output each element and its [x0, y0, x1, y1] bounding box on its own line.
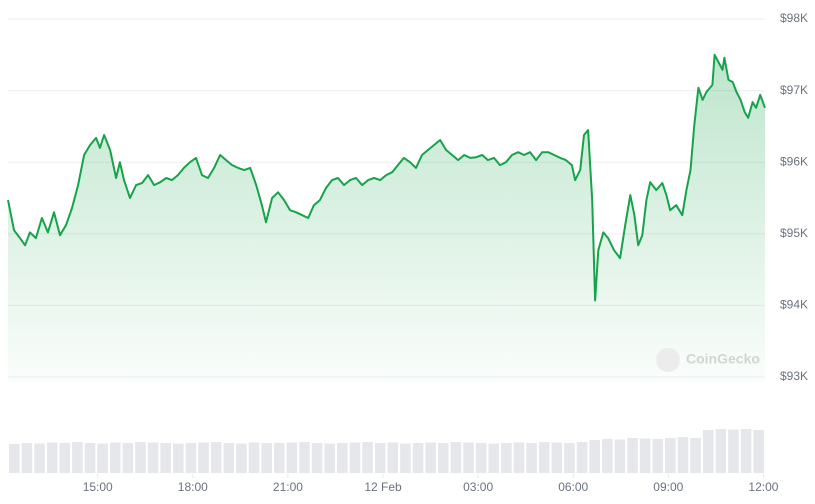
volume-bar	[614, 439, 626, 473]
volume-bar	[715, 429, 727, 473]
volume-bar	[122, 443, 134, 473]
x-tick-label: 18:00	[178, 480, 208, 494]
volume-bar	[728, 429, 739, 473]
volume-bar	[652, 439, 664, 473]
x-tick-label: 06:00	[558, 480, 588, 494]
plot	[7, 53, 766, 384]
volume-bar	[185, 443, 197, 473]
volume-bar	[538, 442, 550, 473]
volume-bar	[564, 443, 575, 473]
x-tick-label: 09:00	[653, 480, 683, 494]
volume-bar	[147, 442, 159, 473]
volume-bar	[84, 443, 96, 473]
y-tick-label: $93K	[780, 369, 808, 383]
volume-bar	[46, 442, 58, 473]
volume-bar	[753, 430, 764, 473]
volume-bar	[639, 438, 651, 473]
volume-bar	[374, 443, 386, 473]
price-line	[7, 53, 766, 302]
volume-bar	[198, 442, 209, 473]
volume-bar	[34, 443, 45, 473]
y-tick-label: $96K	[780, 154, 808, 168]
volume-bar	[311, 443, 323, 473]
volume-bar	[702, 430, 714, 473]
volume-bar	[109, 442, 121, 473]
volume-bar	[261, 443, 272, 473]
volume-bar	[513, 442, 525, 473]
axes: $93K $94K $95K $96K $97K $98K 15:00 18:00 21:00 1…	[83, 11, 808, 494]
volume-bar	[665, 438, 676, 473]
volume-bar	[677, 437, 689, 473]
volume-bar	[21, 443, 33, 473]
volume-bar	[349, 442, 361, 473]
volume-bar	[299, 442, 310, 473]
x-tick-label: 03:00	[463, 480, 493, 494]
volume-bar	[576, 442, 588, 473]
volume-bar	[589, 440, 600, 473]
watermark-logo	[656, 348, 680, 372]
y-tick-label: $98K	[780, 11, 808, 25]
volume-bar	[9, 444, 20, 473]
volume-bar	[475, 443, 487, 473]
volume-bar	[160, 443, 172, 473]
volume-bar	[412, 443, 424, 473]
volume-bar	[173, 443, 184, 473]
volume-bar	[97, 443, 108, 473]
y-tick-label: $95K	[780, 226, 808, 240]
watermark: CoinGecko	[656, 348, 760, 372]
volume-bar	[400, 443, 411, 473]
volume-bar	[387, 442, 399, 473]
volume-bar	[501, 443, 512, 473]
volume-bar	[437, 443, 449, 473]
volume-bar	[551, 442, 563, 473]
volume-bar	[248, 442, 260, 473]
area	[8, 54, 765, 384]
y-tick-label: $97K	[780, 83, 808, 97]
volume-bar	[324, 443, 336, 473]
volume-bar	[601, 439, 613, 473]
x-tick-label: 12:00	[748, 480, 778, 494]
x-tick-label: 15:00	[83, 480, 113, 494]
x-tick-label: 12 Feb	[364, 480, 402, 494]
y-tick-label: $94K	[780, 298, 808, 312]
volume-bar	[286, 442, 298, 473]
volume-bar	[740, 429, 752, 473]
volume-bar	[362, 442, 373, 473]
volume-bar	[488, 443, 500, 473]
volume-bar	[425, 442, 436, 473]
volume-bar	[273, 443, 285, 473]
volume-bar	[135, 442, 146, 473]
volume-bar	[463, 442, 474, 473]
volume-bar	[223, 443, 235, 473]
x-tick-label: 21:00	[273, 480, 303, 494]
volume-bar	[337, 443, 348, 473]
watermark-text: CoinGecko	[686, 351, 760, 367]
volume-bar	[72, 442, 83, 473]
volume-bar	[210, 442, 222, 473]
volume-bar	[236, 443, 247, 473]
volume-bar	[627, 438, 638, 473]
volume-bars	[9, 429, 764, 473]
volume-bar	[526, 443, 537, 473]
volume-bar	[450, 442, 462, 473]
volume-bar	[59, 443, 71, 473]
volume-bar	[690, 438, 701, 473]
